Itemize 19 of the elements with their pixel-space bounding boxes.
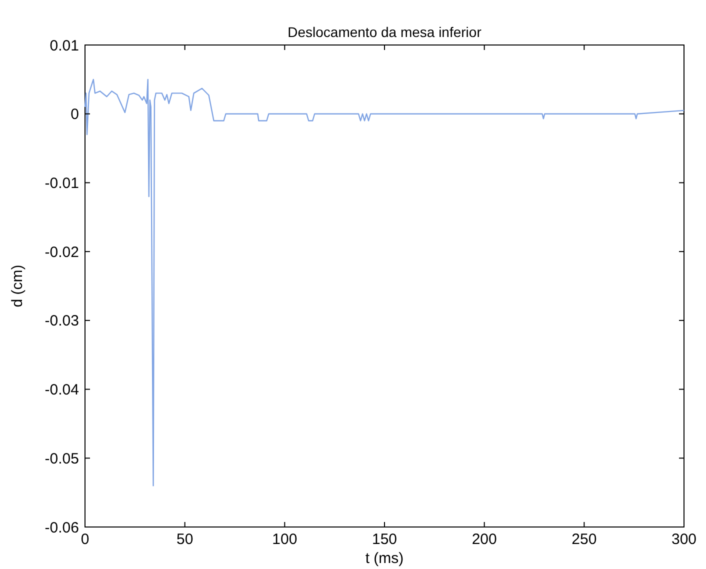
y-tick-label: -0.06 [44, 519, 79, 536]
y-tick-label: -0.03 [44, 312, 79, 330]
x-tick-label: 300 [671, 531, 697, 548]
x-tick-label: 50 [176, 531, 194, 548]
y-tick-label: -0.04 [44, 382, 79, 399]
x-tick-label: 0 [80, 531, 90, 548]
y-tick-label: -0.05 [44, 450, 79, 468]
x-tick-label: 200 [472, 531, 497, 548]
y-axis-title: d (cm) [9, 264, 26, 308]
x-tick-label: 250 [572, 531, 597, 548]
x-axis-title: t (ms) [365, 550, 404, 567]
line-series [84, 78, 685, 486]
chart-title: Deslocamento da mesa inferior [288, 24, 482, 40]
x-tick-label: 100 [272, 531, 298, 548]
y-tick-label: 0 [70, 106, 79, 124]
x-tick-label: 150 [372, 531, 398, 548]
y-tick-label: -0.01 [44, 174, 79, 192]
y-tick-label: 0.01 [50, 37, 79, 54]
y-tick-label: -0.02 [44, 244, 79, 261]
